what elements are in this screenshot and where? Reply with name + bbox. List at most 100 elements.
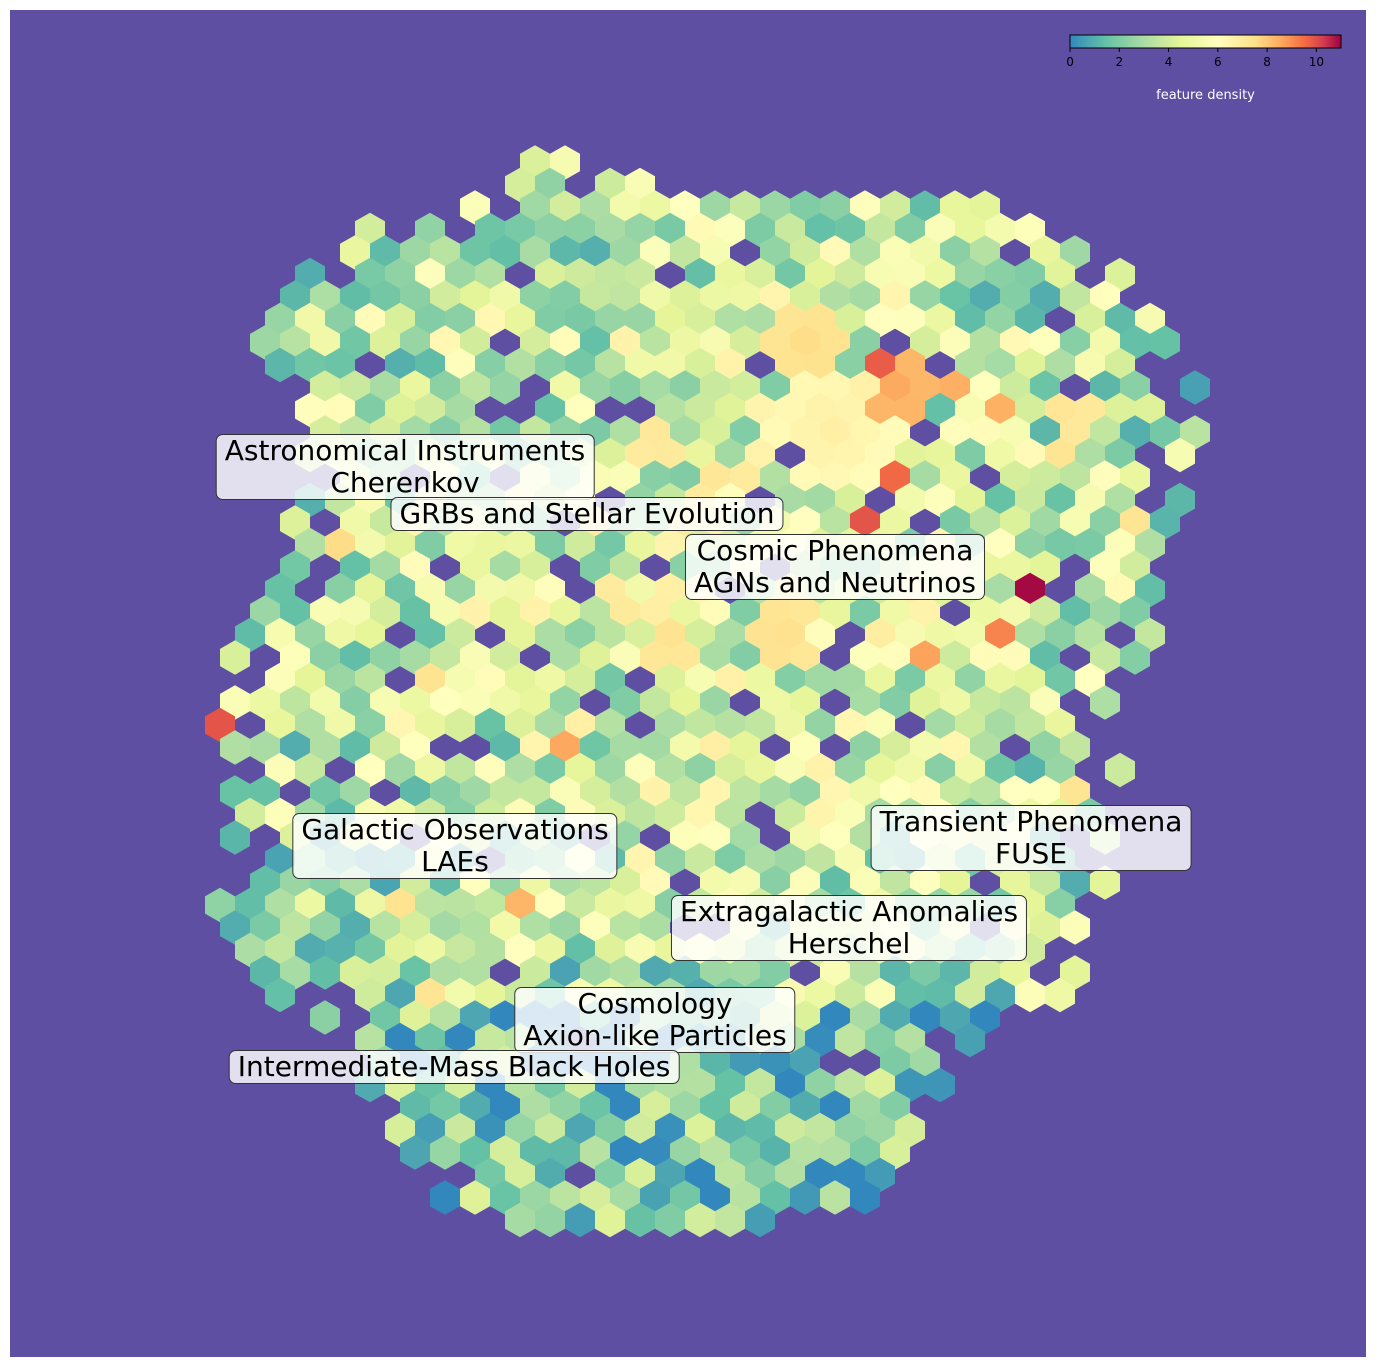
hexbin-cell <box>775 302 805 338</box>
hexbin-cell <box>865 1067 895 1103</box>
hexbin-cell <box>325 932 355 968</box>
hexbin-cell <box>1000 550 1030 585</box>
hexbin-cell <box>970 505 1000 540</box>
hexbin-cell <box>310 730 340 765</box>
hexbin-cell <box>925 437 955 473</box>
hexbin-cell <box>745 1202 775 1238</box>
hexbin-cell <box>610 730 640 765</box>
hexbin-cell <box>760 190 790 225</box>
hexbin-cell <box>685 752 715 788</box>
hexbin-cell <box>370 370 400 405</box>
hexbin-cell <box>280 325 310 360</box>
hexbin-cell <box>550 595 580 630</box>
hexbin-cell <box>1120 460 1150 495</box>
hexbin-cell <box>580 955 610 990</box>
hexbin-cell <box>625 1157 655 1193</box>
hexbin-cell <box>520 1090 550 1125</box>
hexbin-cell <box>655 302 685 338</box>
hexbin-cell <box>1105 392 1135 428</box>
hexbin-cell <box>1045 662 1075 698</box>
hexbin-cell <box>865 977 895 1013</box>
hexbin-cell <box>520 775 550 810</box>
hexbin-cell <box>910 325 940 360</box>
hexbin-cell <box>775 347 805 383</box>
hexbin-cell <box>445 617 475 653</box>
hexbin-cell <box>970 235 1000 270</box>
colorbar-tick-label: 0 <box>1066 55 1074 69</box>
hexbin-cell <box>715 437 745 473</box>
hexbin-cell <box>835 212 865 248</box>
hexbin-cell <box>1000 505 1030 540</box>
hexbin-cell <box>775 392 805 428</box>
hexbin-cell <box>1045 437 1075 473</box>
hexbin-cell <box>565 212 595 248</box>
hexbin-cell <box>505 932 535 968</box>
hexbin-cell <box>985 212 1015 248</box>
hexbin-cell <box>700 595 730 630</box>
hexbin-cell <box>970 640 1000 675</box>
hexbin-cell <box>535 1157 565 1193</box>
hexbin-cell <box>835 1067 865 1103</box>
hexbin-cell <box>1045 257 1075 293</box>
hexbin-cell <box>625 842 655 878</box>
hexbin-cell <box>820 595 850 630</box>
hexbin-cell <box>850 730 880 765</box>
hexbin-cell <box>550 145 580 180</box>
hexbin-cell <box>760 865 790 900</box>
hexbin-cell <box>370 955 400 990</box>
colorbar-tick-label: 4 <box>1165 55 1173 69</box>
hexbin-cell <box>895 482 925 518</box>
hexbin-cell <box>1060 955 1090 990</box>
hexbin-cell <box>550 640 580 675</box>
hexbin-cell <box>1030 415 1060 450</box>
hexbin-cell <box>490 1135 520 1170</box>
hexbin-cell <box>1075 392 1105 428</box>
hexbin-cell <box>535 527 565 563</box>
hexbin-cell <box>985 662 1015 698</box>
hexbin-cell <box>460 595 490 630</box>
hexbin-cell <box>325 347 355 383</box>
hexbin-cell <box>985 977 1015 1013</box>
hexbin-cell <box>265 887 295 923</box>
hexbin-cell <box>415 662 445 698</box>
hexbin-cell <box>295 527 325 563</box>
hexbin-cell <box>580 1135 610 1170</box>
hexbin-cell <box>1030 685 1060 720</box>
hexbin-cell <box>535 257 565 293</box>
hexbin-cell <box>880 640 910 675</box>
hexbin-cell <box>475 707 505 743</box>
topic-label-line: Intermediate-Mass Black Holes <box>237 1050 671 1083</box>
topic-label-line: Transient Phenomena <box>879 805 1183 838</box>
hexbin-cell <box>1165 437 1195 473</box>
hexbin-cell <box>730 955 760 990</box>
hexbin-cell <box>280 685 310 720</box>
topic-label-line: Galactic Observations <box>301 813 609 846</box>
hexbin-cell <box>655 617 685 653</box>
hexbin-cell <box>520 1180 550 1215</box>
hexbin-cell <box>400 640 430 675</box>
hexbin-cell <box>535 572 565 608</box>
hexbin-cell <box>370 910 400 945</box>
hexbin-cell <box>595 212 625 248</box>
hexbin-cell <box>865 1157 895 1193</box>
hexbin-cell <box>475 257 505 293</box>
hexbin-cell <box>295 302 325 338</box>
hexbin-cell <box>580 775 610 810</box>
hexbin-cell <box>835 977 865 1013</box>
hexbin-cell <box>775 257 805 293</box>
hexbin-cell <box>640 910 670 945</box>
hexbin-cell <box>565 347 595 383</box>
hexbin-cell <box>970 280 1000 315</box>
hexbin-cell <box>655 842 685 878</box>
hexbin-cell <box>1075 527 1105 563</box>
hexbin-cell <box>970 730 1000 765</box>
hexbin-cell <box>670 640 700 675</box>
hexbin-cell <box>940 685 970 720</box>
hexbin-cell <box>385 932 415 968</box>
hexbin-cell <box>955 437 985 473</box>
hexbin-cell <box>790 685 820 720</box>
hexbin-cell <box>880 280 910 315</box>
hexbin-cell <box>1090 685 1120 720</box>
hexbin-cell <box>715 842 745 878</box>
plot-area: 0 2 4 6 8 10 feature density Astronomical Ins… <box>10 10 1366 1357</box>
